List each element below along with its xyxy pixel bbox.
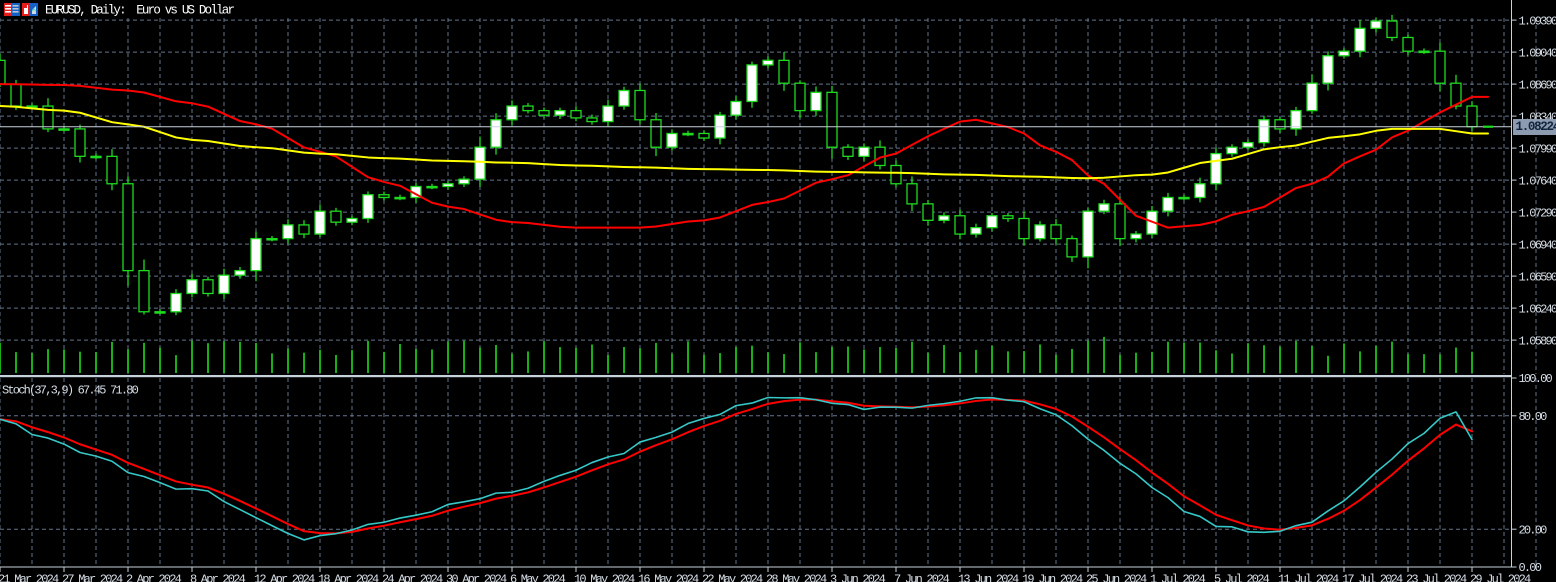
svg-text:22 May 2024: 22 May 2024 (702, 573, 763, 582)
svg-text:24 Apr 2024: 24 Apr 2024 (382, 573, 443, 582)
svg-text:1.05890: 1.05890 (1519, 334, 1556, 348)
svg-text:1.09040: 1.09040 (1519, 46, 1556, 60)
svg-text:3 Jun 2024: 3 Jun 2024 (830, 573, 886, 582)
svg-text:80.00: 80.00 (1519, 410, 1548, 424)
svg-text:20.00: 20.00 (1519, 523, 1548, 537)
svg-text:1.06590: 1.06590 (1519, 270, 1556, 284)
svg-text:13 Jun 2024: 13 Jun 2024 (958, 573, 1019, 582)
svg-text:18 Apr 2024: 18 Apr 2024 (318, 573, 379, 582)
svg-text:11 Jul 2024: 11 Jul 2024 (1278, 573, 1339, 582)
svg-text:12 Apr 2024: 12 Apr 2024 (254, 573, 315, 582)
svg-text:27 Mar 2024: 27 Mar 2024 (62, 573, 123, 582)
svg-text:30 Apr 2024: 30 Apr 2024 (446, 573, 507, 582)
svg-text:2 Apr 2024: 2 Apr 2024 (126, 573, 182, 582)
svg-text:1.06240: 1.06240 (1519, 302, 1556, 316)
svg-text:EURUSD, Daily: Euro vs US Dol: EURUSD, Daily: Euro vs US Dollar (45, 4, 234, 18)
svg-text:25 Jun 2024: 25 Jun 2024 (1086, 573, 1147, 582)
svg-text:Stoch(37,3,9) 67.45 71.80: Stoch(37,3,9) 67.45 71.80 (2, 384, 139, 398)
svg-text:1.07290: 1.07290 (1519, 206, 1556, 220)
svg-text:0.00: 0.00 (1519, 561, 1542, 575)
svg-text:100.00: 100.00 (1519, 372, 1553, 386)
svg-text:23 Jul 2024: 23 Jul 2024 (1406, 573, 1467, 582)
svg-text:10 May 2024: 10 May 2024 (574, 573, 635, 582)
svg-text:16 May 2024: 16 May 2024 (638, 573, 699, 582)
svg-text:7 Jun 2024: 7 Jun 2024 (894, 573, 950, 582)
svg-text:1.07640: 1.07640 (1519, 174, 1556, 188)
svg-text:6 May 2024: 6 May 2024 (510, 573, 566, 582)
svg-text:1 Jul 2024: 1 Jul 2024 (1150, 573, 1206, 582)
svg-text:19 Jun 2024: 19 Jun 2024 (1022, 573, 1083, 582)
svg-text:1.07990: 1.07990 (1519, 142, 1556, 156)
svg-text:1.08690: 1.08690 (1519, 78, 1556, 92)
svg-text:8 Apr 2024: 8 Apr 2024 (190, 573, 246, 582)
svg-text:28 May 2024: 28 May 2024 (766, 573, 827, 582)
svg-text:17 Jul 2024: 17 Jul 2024 (1342, 573, 1403, 582)
svg-text:5 Jul 2024: 5 Jul 2024 (1214, 573, 1270, 582)
svg-text:1.06940: 1.06940 (1519, 238, 1556, 252)
svg-text:21 Mar 2024: 21 Mar 2024 (0, 573, 59, 582)
